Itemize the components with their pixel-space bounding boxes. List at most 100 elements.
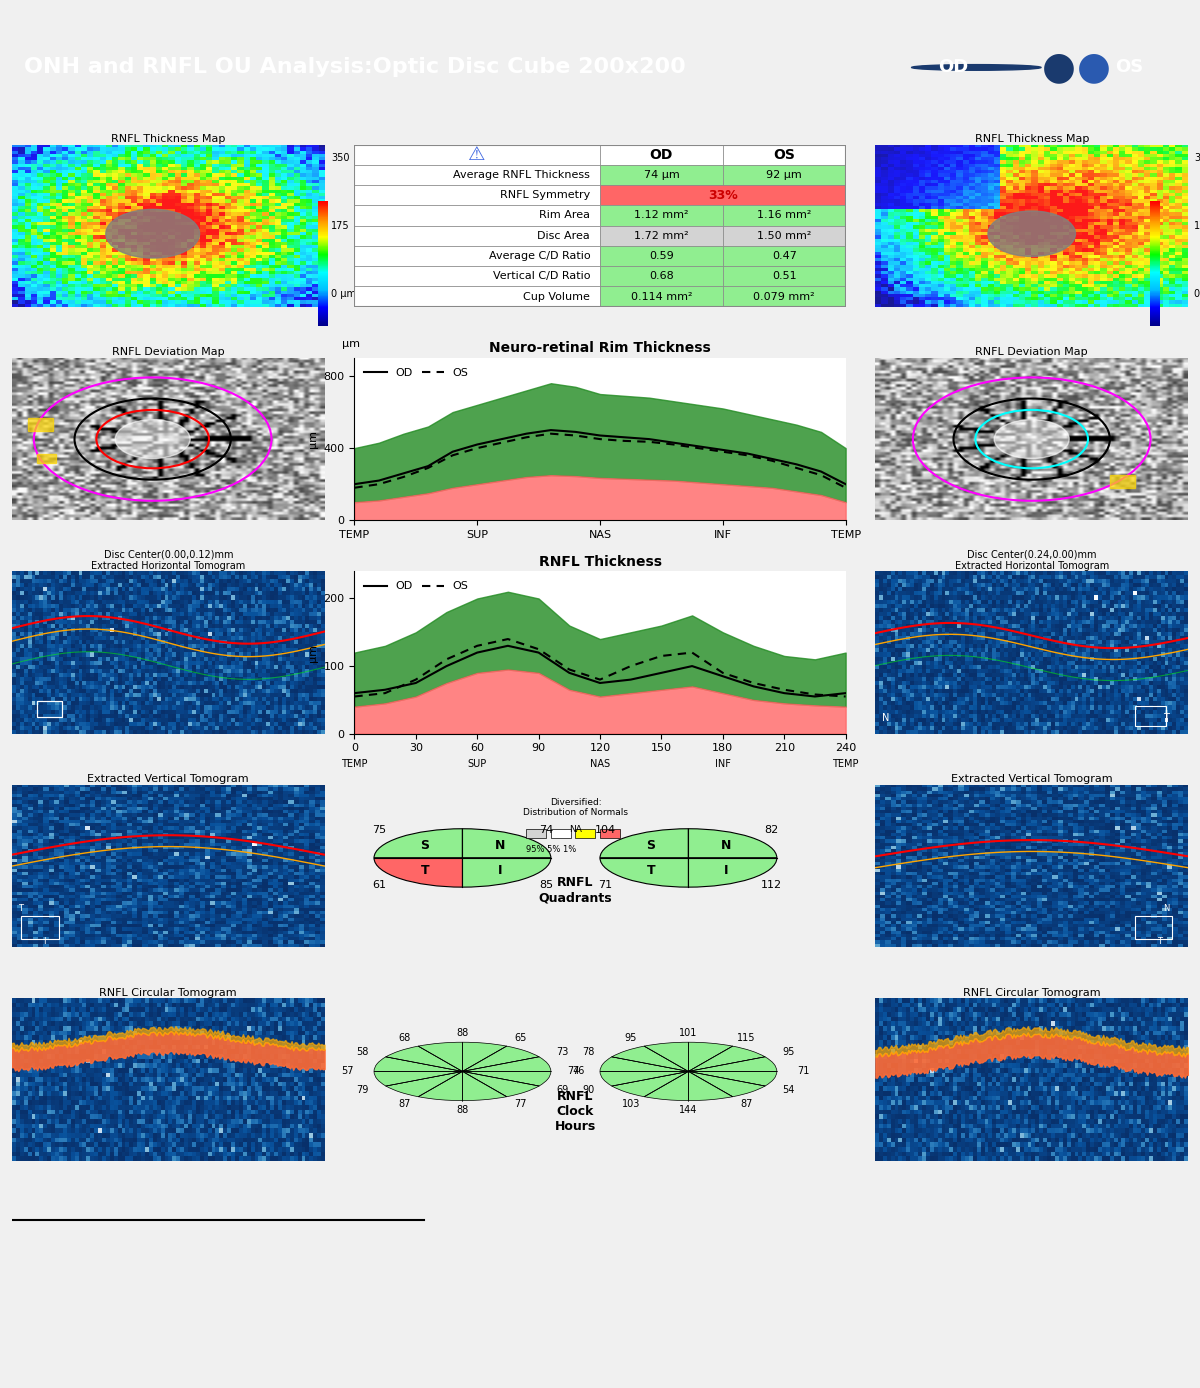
Text: 92 μm: 92 μm [767, 169, 802, 180]
Text: I: I [498, 863, 503, 877]
Wedge shape [689, 1042, 733, 1072]
OS [685, 644, 700, 661]
OS [593, 672, 607, 688]
FancyBboxPatch shape [354, 165, 600, 185]
OD [500, 637, 515, 654]
Text: 1.72 mm²: 1.72 mm² [634, 230, 689, 240]
Wedge shape [689, 1047, 766, 1072]
Text: 0.51: 0.51 [772, 271, 797, 282]
OS [569, 428, 583, 444]
Text: 82: 82 [764, 826, 779, 836]
Title: RNFL Circular Tomogram: RNFL Circular Tomogram [962, 988, 1100, 998]
OD [790, 457, 804, 473]
OS [593, 430, 607, 447]
OD [421, 458, 436, 475]
Y-axis label: μm: μm [308, 644, 318, 662]
Bar [37, 701, 62, 718]
OD [814, 464, 828, 480]
Wedge shape [462, 829, 551, 858]
Title: Extracted Vertical Tomogram: Extracted Vertical Tomogram [88, 775, 250, 784]
Text: 65: 65 [514, 1034, 527, 1044]
Text: I: I [724, 863, 728, 877]
Text: 57: 57 [341, 1066, 353, 1077]
Text: 79: 79 [356, 1085, 368, 1095]
FancyBboxPatch shape [551, 829, 570, 838]
Wedge shape [462, 1042, 506, 1072]
Bar [1135, 916, 1172, 940]
Text: N: N [721, 840, 731, 852]
OD [808, 688, 822, 705]
Y-axis label: μm: μm [308, 430, 318, 448]
Text: 33%: 33% [708, 189, 738, 201]
Title: RNFL Deviation Map: RNFL Deviation Map [112, 347, 224, 357]
Text: OS: OS [1115, 58, 1144, 76]
Text: 76: 76 [571, 1066, 584, 1077]
Title: RNFL Thickness: RNFL Thickness [539, 555, 661, 569]
OD [520, 425, 534, 441]
Text: 0 μm: 0 μm [1194, 289, 1200, 298]
Text: ⚠: ⚠ [468, 146, 486, 164]
OD [408, 675, 422, 691]
Text: 74: 74 [566, 1066, 580, 1077]
OS [520, 429, 534, 446]
FancyBboxPatch shape [354, 205, 600, 226]
Text: S: S [420, 840, 430, 852]
Text: Diversified:
Distribution of Normals: Diversified: Distribution of Normals [523, 798, 628, 818]
Bar [1110, 475, 1135, 487]
Text: T: T [1157, 937, 1162, 945]
Circle shape [115, 419, 190, 458]
OS [372, 476, 386, 493]
OS [347, 479, 361, 496]
Wedge shape [689, 1072, 766, 1097]
Text: RNFL
Clock
Hours: RNFL Clock Hours [554, 1091, 596, 1134]
OS [746, 675, 761, 691]
Wedge shape [689, 858, 776, 887]
Text: N: N [494, 840, 505, 852]
Wedge shape [462, 1047, 539, 1072]
Text: 88: 88 [456, 1105, 468, 1115]
Wedge shape [600, 829, 689, 858]
Wedge shape [612, 1072, 689, 1097]
Text: 144: 144 [679, 1105, 697, 1115]
OD [532, 644, 546, 661]
Text: RNFL Symmetry: RNFL Symmetry [500, 190, 590, 200]
OD [746, 679, 761, 695]
Wedge shape [689, 1072, 733, 1101]
FancyBboxPatch shape [722, 144, 846, 165]
OS [494, 434, 509, 451]
FancyBboxPatch shape [600, 226, 722, 246]
Text: 112: 112 [761, 880, 782, 891]
Text: Cup Volume: Cup Volume [523, 291, 590, 301]
Text: 0 μm: 0 μm [331, 289, 356, 298]
Text: OD: OD [649, 147, 673, 161]
Text: 0.114 mm²: 0.114 mm² [631, 291, 692, 301]
Text: 54: 54 [782, 1085, 794, 1095]
OS [839, 479, 853, 496]
OD [624, 672, 638, 688]
OD [839, 684, 853, 701]
Text: ●: ● [1076, 49, 1111, 86]
OS [470, 637, 485, 654]
Text: 0.47: 0.47 [772, 251, 797, 261]
Text: Average RNFL Thickness: Average RNFL Thickness [454, 169, 590, 180]
OS [642, 433, 656, 450]
Text: μm: μm [342, 339, 360, 348]
FancyBboxPatch shape [354, 286, 600, 307]
Line: OS: OS [354, 638, 846, 697]
Text: 68: 68 [398, 1034, 410, 1044]
Circle shape [106, 210, 199, 258]
OD [347, 476, 361, 493]
Wedge shape [374, 858, 462, 887]
Text: 87: 87 [398, 1099, 410, 1109]
Text: 0.59: 0.59 [649, 251, 673, 261]
FancyBboxPatch shape [354, 144, 600, 165]
Line: OD: OD [354, 430, 846, 484]
Bar [37, 454, 55, 464]
OD [544, 422, 558, 439]
Text: Vertical C/D Ratio: Vertical C/D Ratio [493, 271, 590, 282]
Text: T: T [18, 905, 23, 913]
Text: N: N [1163, 905, 1169, 913]
OS [396, 469, 410, 486]
OS [666, 436, 680, 452]
Text: 73: 73 [557, 1048, 569, 1058]
